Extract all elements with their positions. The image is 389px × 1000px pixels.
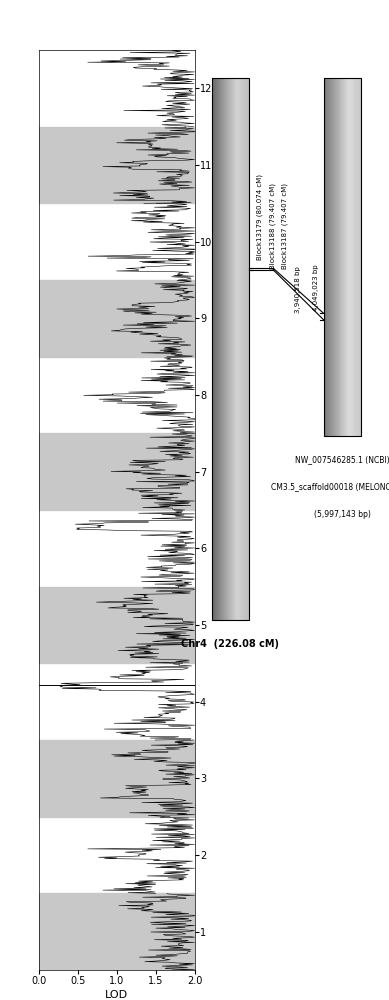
Text: 4,049,023 bp: 4,049,023 bp	[313, 264, 319, 311]
Y-axis label: Chr: Chr	[215, 500, 225, 520]
Bar	[39, 893, 195, 970]
Bar	[212, 78, 214, 620]
Bar	[39, 280, 195, 357]
Bar	[346, 78, 347, 436]
Bar	[349, 78, 350, 436]
Bar	[343, 78, 344, 436]
Bar	[220, 78, 221, 620]
Text: NW_007546285.1 (NCBI): NW_007546285.1 (NCBI)	[295, 455, 389, 464]
Text: Block13187 (79.407 cM): Block13187 (79.407 cM)	[281, 183, 288, 269]
Bar	[39, 433, 195, 510]
Bar	[324, 78, 326, 436]
Bar	[242, 78, 244, 620]
Bar	[354, 78, 356, 436]
Bar	[246, 78, 247, 620]
Bar	[333, 78, 334, 436]
Bar	[230, 78, 231, 620]
Bar	[240, 78, 242, 620]
Bar	[357, 78, 358, 436]
Bar	[359, 78, 360, 436]
Bar	[335, 78, 336, 436]
Bar	[233, 78, 234, 620]
Bar	[348, 78, 349, 436]
X-axis label: LOD: LOD	[105, 990, 128, 1000]
Bar	[239, 78, 240, 620]
Text: CM3.5_scaffold00018 (MELONOMICS): CM3.5_scaffold00018 (MELONOMICS)	[271, 482, 389, 491]
Bar	[222, 78, 223, 620]
Bar	[225, 78, 226, 620]
Bar	[360, 78, 361, 436]
Text: 3,940,518 bp: 3,940,518 bp	[294, 267, 301, 313]
Bar	[340, 78, 342, 436]
Bar	[329, 78, 330, 436]
Bar	[219, 78, 220, 620]
Bar	[244, 78, 245, 620]
Bar	[234, 78, 235, 620]
Bar	[248, 78, 249, 620]
Bar	[232, 78, 233, 620]
Bar	[345, 78, 346, 436]
Bar	[356, 78, 357, 436]
Bar	[214, 78, 216, 620]
Bar	[332, 78, 333, 436]
Text: Block13179 (80.074 cM): Block13179 (80.074 cM)	[257, 174, 263, 260]
Bar	[223, 78, 224, 620]
Bar	[350, 78, 351, 436]
Bar	[247, 78, 248, 620]
Text: Block13188 (79.407 cM): Block13188 (79.407 cM)	[270, 183, 277, 269]
Bar	[352, 78, 354, 436]
Bar	[328, 78, 329, 436]
Bar	[326, 78, 328, 436]
Bar	[245, 78, 246, 620]
Bar	[216, 78, 217, 620]
Bar	[228, 78, 230, 620]
Bar	[334, 78, 335, 436]
Bar	[235, 78, 236, 620]
Bar	[344, 78, 345, 436]
Bar	[224, 78, 225, 620]
Bar	[337, 78, 338, 436]
Text: (5,997,143 bp): (5,997,143 bp)	[314, 510, 371, 519]
Bar	[342, 78, 343, 436]
Text: Chr4  (226.08 cM): Chr4 (226.08 cM)	[181, 639, 279, 649]
Bar	[358, 78, 359, 436]
Bar	[324, 78, 361, 436]
Bar	[347, 78, 348, 436]
Bar	[331, 78, 332, 436]
Bar	[226, 78, 228, 620]
Bar	[330, 78, 331, 436]
Bar	[218, 78, 219, 620]
Bar	[39, 740, 195, 817]
Bar	[231, 78, 232, 620]
Bar	[236, 78, 237, 620]
Bar	[39, 127, 195, 203]
Bar	[237, 78, 238, 620]
Bar	[221, 78, 222, 620]
Bar	[338, 78, 340, 436]
Bar	[212, 78, 249, 620]
Bar	[336, 78, 337, 436]
Bar	[238, 78, 239, 620]
Bar	[39, 587, 195, 663]
Bar	[217, 78, 218, 620]
Bar	[351, 78, 352, 436]
